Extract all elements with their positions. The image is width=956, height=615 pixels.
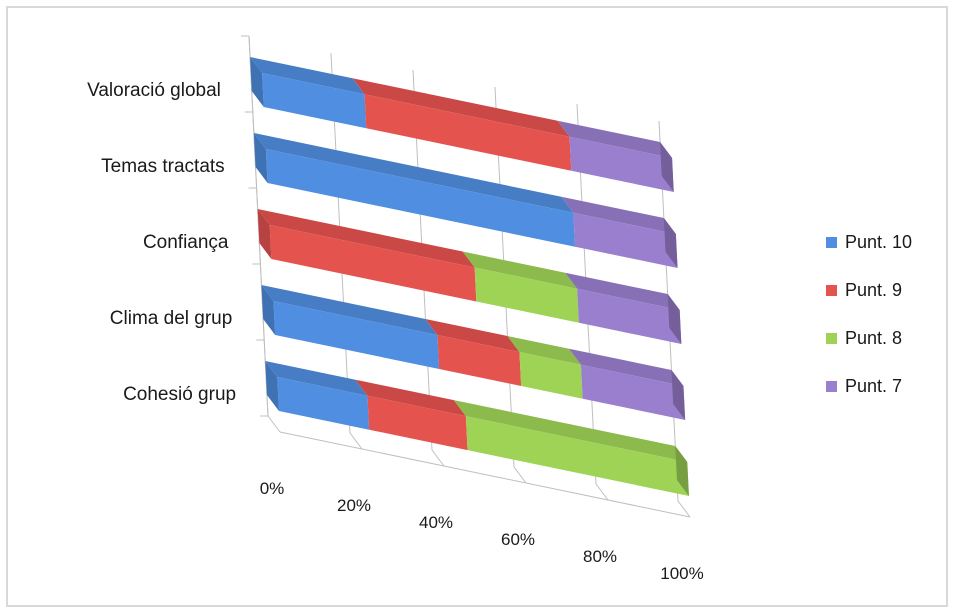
bar-top-face bbox=[257, 209, 475, 268]
bar-start-face bbox=[265, 361, 279, 411]
bar-segment bbox=[269, 225, 477, 302]
legend-swatch bbox=[826, 284, 837, 296]
category-label: Confiança bbox=[143, 232, 229, 253]
x-tick-label: 0% bbox=[260, 479, 285, 498]
bar-top-face bbox=[425, 319, 520, 352]
bar-top-face bbox=[507, 336, 581, 365]
bar-segment bbox=[265, 149, 576, 247]
gridline-floor bbox=[349, 432, 363, 450]
legend-swatch bbox=[826, 332, 837, 344]
bar-segment bbox=[262, 73, 367, 129]
bar-segment bbox=[273, 301, 440, 369]
gridline-floor bbox=[431, 449, 445, 467]
legend-label: Punt. 8 bbox=[845, 327, 903, 348]
legend-item: Punt. 7 bbox=[826, 374, 946, 398]
bar-top-face bbox=[561, 196, 676, 234]
x-tick-label: 80% bbox=[583, 547, 617, 566]
bar-layer bbox=[250, 57, 689, 496]
bar-start-face bbox=[257, 209, 272, 259]
bar-segment bbox=[519, 352, 583, 399]
gridline-floor bbox=[677, 500, 691, 518]
x-tick-label: 100% bbox=[660, 564, 703, 583]
bar-top-face bbox=[352, 78, 570, 137]
x-tick-label: 20% bbox=[337, 496, 371, 515]
legend-label: Punt. 9 bbox=[845, 279, 903, 300]
bar-segment bbox=[474, 267, 579, 323]
bar-end-face bbox=[671, 370, 686, 420]
gridline-floor bbox=[267, 415, 281, 433]
bar-top-face bbox=[557, 120, 673, 158]
bar-end-face bbox=[675, 446, 689, 496]
bar-start-face bbox=[250, 57, 264, 107]
legend-item: Punt. 9 bbox=[826, 278, 946, 302]
x-tick-label: 40% bbox=[419, 513, 453, 532]
label-layer: 0% 20% 40% 60% 80% 100% Valoració global Temas … bbox=[87, 80, 704, 583]
bar-segment bbox=[577, 288, 682, 344]
bar-end-face bbox=[663, 218, 678, 268]
legend-item: Punt. 8 bbox=[826, 326, 946, 350]
legend-label: Punt. 10 bbox=[845, 231, 913, 252]
bar-segment bbox=[465, 416, 689, 496]
bar-start-face bbox=[261, 285, 276, 335]
bar-top-face bbox=[462, 251, 578, 289]
bar-top-face bbox=[261, 285, 438, 335]
bar-top-face bbox=[355, 379, 466, 417]
legend-label: Punt. 7 bbox=[845, 375, 903, 396]
bar-top-face bbox=[568, 348, 684, 386]
bar-segment bbox=[580, 364, 686, 420]
bar-end-face bbox=[660, 142, 674, 192]
category-label: Temas tractats bbox=[101, 156, 225, 177]
gridline-floor bbox=[513, 466, 527, 484]
chart-legend: Punt. 10 Punt. 9 Punt. 8 Punt. 7 bbox=[826, 230, 946, 422]
bar-segment bbox=[277, 377, 370, 430]
legend-item: Punt. 10 bbox=[826, 230, 946, 254]
bar-top-face bbox=[250, 57, 365, 95]
floor-edge bbox=[279, 431, 691, 518]
bar-end-face bbox=[667, 294, 682, 344]
bar-segment bbox=[364, 94, 572, 171]
category-label: Cohesió grup bbox=[123, 384, 236, 405]
bar-top-face bbox=[265, 361, 368, 396]
category-label: Clima del grup bbox=[110, 308, 233, 329]
bar-segment bbox=[437, 335, 522, 386]
legend-swatch bbox=[826, 380, 837, 392]
bar-top-face bbox=[253, 133, 574, 213]
bar-top-face bbox=[453, 400, 688, 462]
category-label: Valoració global bbox=[87, 80, 221, 101]
bar-segment bbox=[569, 136, 674, 192]
bar-segment bbox=[573, 212, 678, 268]
x-tick-label: 60% bbox=[501, 530, 535, 549]
bar-top-face bbox=[565, 272, 680, 310]
bar-start-face bbox=[253, 133, 268, 183]
bar-segment bbox=[367, 395, 468, 451]
gridline-floor bbox=[595, 483, 609, 501]
legend-swatch bbox=[826, 236, 837, 248]
